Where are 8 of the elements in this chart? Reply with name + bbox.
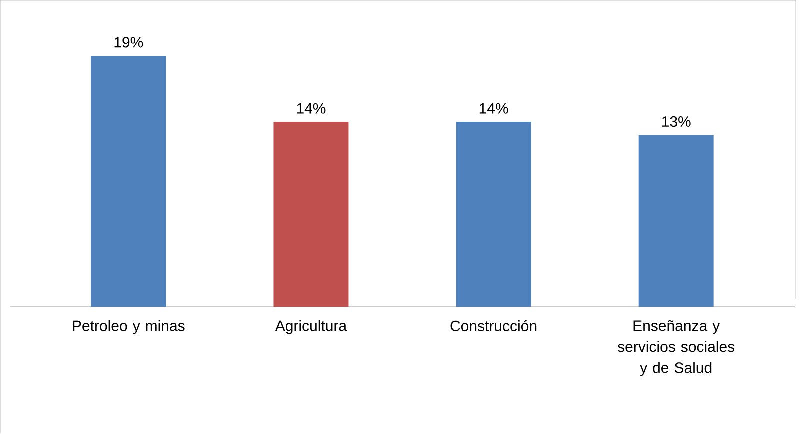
x-tick-label: Petroleo y minas	[73, 320, 185, 334]
x-tick-label: Enseñanza y servicios sociales y de Salud	[618, 320, 735, 376]
data-label: 14%	[297, 103, 326, 114]
x-tick-label: Construcción	[450, 320, 537, 332]
x-tick-label: Agricultura	[275, 320, 348, 334]
data-label: 14%	[480, 103, 508, 114]
data-label: 13%	[662, 116, 691, 128]
data-label: 19%	[114, 37, 144, 48]
